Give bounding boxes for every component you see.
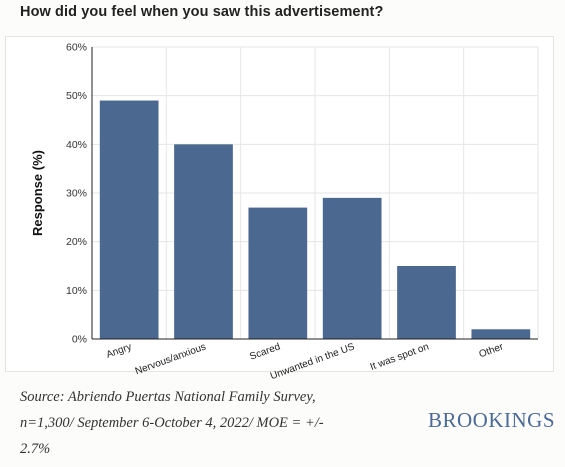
y-tick-label: 20%: [66, 236, 87, 248]
x-tick-label: Other: [478, 341, 506, 360]
y-tick-labels: 0% 10% 20% 30% 40% 50% 60%: [66, 42, 87, 346]
y-axis-label: Response (%): [30, 150, 45, 236]
y-tick-label: 60%: [66, 42, 87, 54]
bars: [99, 100, 531, 340]
y-tick-label: 40%: [66, 139, 87, 151]
source-line: n=1,300/ September 6-October 4, 2022/ MO…: [20, 415, 324, 431]
x-tick-label: It was spot on: [369, 341, 431, 372]
bar: [397, 266, 456, 339]
source-line: Source: Abriendo Puertas National Family…: [20, 389, 316, 405]
x-tick-label: Unwanted in the US: [269, 341, 357, 380]
brookings-logo: BROOKINGS: [428, 408, 556, 432]
bar: [99, 100, 159, 340]
bar: [322, 197, 382, 339]
y-tick-label: 0%: [72, 334, 87, 346]
y-tick-label: 50%: [66, 90, 87, 102]
y-tick-label: 30%: [66, 188, 87, 200]
grid-lines: [91, 46, 539, 340]
bar: [471, 329, 531, 339]
chart-title: How did you feel when you saw this adver…: [20, 4, 384, 20]
bar: [174, 144, 233, 339]
source-note: Source: Abriendo Puertas National Family…: [20, 384, 340, 462]
x-tick-label: Angry: [105, 341, 133, 360]
y-tick-label: 10%: [66, 285, 87, 297]
bar: [248, 207, 308, 339]
source-line: 2.7%: [20, 441, 51, 457]
bar-chart: 0% 10% 20% 30% 40% 50% 60% Angry Nervous/anxiou…: [30, 42, 539, 380]
x-tick-label: Scared: [248, 341, 282, 362]
x-tick-label: Nervous/anxious: [134, 341, 208, 377]
